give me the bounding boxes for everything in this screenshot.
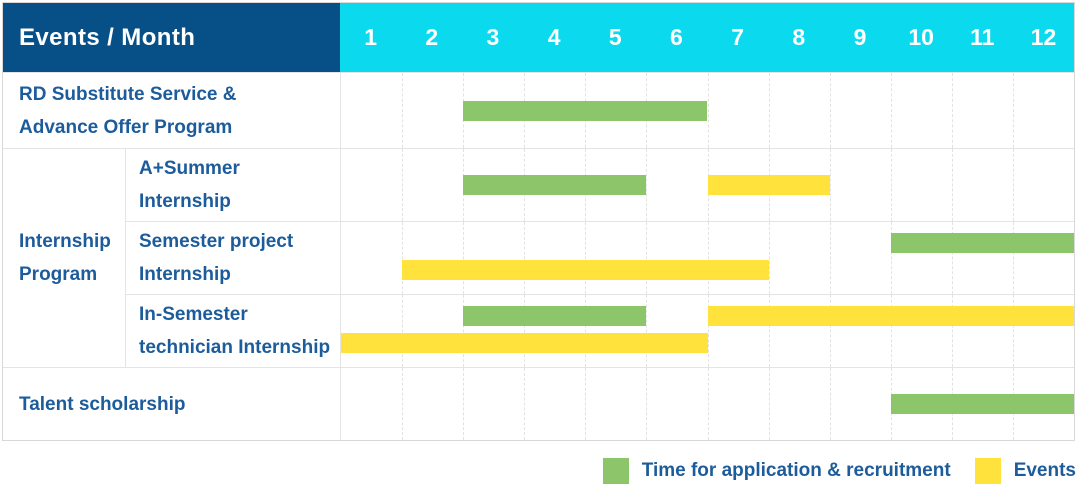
month-grid-line xyxy=(524,222,526,294)
month-grid-line xyxy=(768,368,770,440)
group-subrows: A+Summer Internship Semester project Inte… xyxy=(125,149,1074,367)
row-label: RD Substitute Service & Advance Offer Pr… xyxy=(19,83,237,138)
table-subrow: A+Summer Internship xyxy=(126,149,1074,221)
group-label: Internship Program xyxy=(19,231,111,285)
table-body: RD Substitute Service & Advance Offer Pr… xyxy=(3,72,1074,440)
month-grid-line xyxy=(829,149,831,221)
month-header-strip: 1 2 3 4 5 6 7 8 9 10 11 12 xyxy=(340,3,1074,72)
events-schedule-table: Events / Month 1 2 3 4 5 6 7 8 9 10 11 12 RD Substi… xyxy=(2,2,1075,441)
month-grid-line xyxy=(646,149,648,221)
month-grid-line xyxy=(951,73,953,148)
month-grid-line xyxy=(890,149,892,221)
month-grid-line xyxy=(707,222,709,294)
month-grid-line xyxy=(829,73,831,148)
month-grid-line xyxy=(402,73,404,148)
month-grid-line xyxy=(646,368,648,440)
legend-item-event: Events xyxy=(974,458,1076,484)
month-grid-line xyxy=(829,368,831,440)
gantt-bar-application xyxy=(890,233,1074,253)
month-grid-line xyxy=(829,222,831,294)
month-grid-line xyxy=(463,222,465,294)
subrow-label: Semester project Internship xyxy=(139,231,294,285)
legend-green-swatch-icon xyxy=(602,458,629,484)
month-header-9: 9 xyxy=(853,24,867,50)
month-header-4: 4 xyxy=(547,24,561,50)
table-group-row: Internship Program A+Summer Internship Sem… xyxy=(3,148,1074,367)
month-grid-line xyxy=(585,368,587,440)
table-header-row: Events / Month 1 2 3 4 5 6 7 8 9 10 11 12 xyxy=(3,3,1074,72)
gantt-bar-event xyxy=(707,175,830,195)
month-grid-line xyxy=(951,295,953,367)
row-label: Talent scholarship xyxy=(19,393,186,415)
legend-item-application: Time for application & recruitment xyxy=(602,458,951,484)
gantt-bar-application xyxy=(463,100,708,121)
gantt-bar-event xyxy=(402,260,769,280)
legend-label: Events xyxy=(1013,460,1076,481)
month-grid-line xyxy=(402,149,404,221)
month-header-3: 3 xyxy=(486,24,500,50)
gantt-row-chart-area xyxy=(340,368,1074,440)
month-grid-line xyxy=(1012,149,1014,221)
month-grid-line xyxy=(524,368,526,440)
month-grid-line xyxy=(829,295,831,367)
gantt-row-chart-area xyxy=(340,222,1074,294)
table-row: Talent scholarship xyxy=(3,367,1074,440)
month-grid-line xyxy=(402,295,404,367)
month-grid-line xyxy=(402,368,404,440)
month-grid-line xyxy=(951,149,953,221)
gantt-bar-application xyxy=(463,306,647,326)
month-grid-line xyxy=(1012,295,1014,367)
month-grid-line xyxy=(585,222,587,294)
month-header-8: 8 xyxy=(792,24,806,50)
month-grid-line xyxy=(463,368,465,440)
gantt-bar-event xyxy=(707,306,1074,326)
month-header-1: 1 xyxy=(364,24,377,50)
month-grid-line xyxy=(768,222,770,294)
gantt-bar-application xyxy=(890,394,1074,414)
month-header-5: 5 xyxy=(608,24,622,50)
month-grid-line xyxy=(890,295,892,367)
month-grid-line xyxy=(890,222,892,294)
month-grid-line xyxy=(585,295,587,367)
table-subrow: Semester project Internship xyxy=(126,221,1074,294)
month-grid-line xyxy=(707,368,709,440)
gantt-row-chart-area xyxy=(340,73,1074,148)
month-grid-line xyxy=(1012,73,1014,148)
legend-label: Time for application & recruitment xyxy=(641,460,951,481)
month-grid-line xyxy=(463,295,465,367)
month-grid-line xyxy=(890,73,892,148)
month-grid-line xyxy=(646,222,648,294)
subrow-label: In-Semester technician Internship xyxy=(139,304,331,358)
month-grid-line xyxy=(768,295,770,367)
month-grid-line xyxy=(402,222,404,294)
month-grid-line xyxy=(646,295,648,367)
month-header-2: 2 xyxy=(425,24,439,50)
events-month-title: Events / Month xyxy=(19,23,196,51)
month-grid-line xyxy=(707,73,709,148)
month-header-10: 10 xyxy=(908,24,934,50)
month-grid-line xyxy=(524,295,526,367)
gantt-row-chart-area xyxy=(340,149,1074,221)
events-month-header-cell: Events / Month xyxy=(3,3,340,72)
month-grid-line xyxy=(768,73,770,148)
month-header-12: 12 xyxy=(1030,24,1057,50)
legend-yellow-swatch-icon xyxy=(974,458,1001,484)
table-subrow: In-Semester technician Internship xyxy=(126,294,1074,367)
month-grid-line xyxy=(707,295,709,367)
gantt-bar-event xyxy=(341,333,708,353)
subrow-label: A+Summer Internship xyxy=(139,158,240,212)
gantt-bar-application xyxy=(463,175,647,195)
month-header-6: 6 xyxy=(670,24,683,50)
month-header-11: 11 xyxy=(970,24,995,50)
month-grid-line xyxy=(951,222,953,294)
month-header-7: 7 xyxy=(731,24,745,50)
gantt-row-chart-area xyxy=(340,295,1074,367)
table-row: RD Substitute Service & Advance Offer Pr… xyxy=(3,72,1074,148)
month-grid-line xyxy=(1012,222,1014,294)
legend: Time for application & recruitment Events xyxy=(602,456,1076,486)
